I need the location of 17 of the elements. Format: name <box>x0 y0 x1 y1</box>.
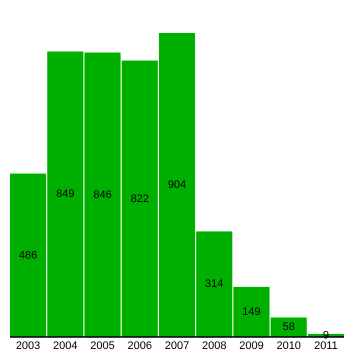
data-label: 822 <box>130 192 149 205</box>
x-tick-label: 2004 <box>53 340 78 350</box>
x-tick-label: 2008 <box>202 340 226 350</box>
data-label: 314 <box>205 278 224 290</box>
data-label: 149 <box>242 306 261 318</box>
x-tick-label: 2011 <box>314 340 338 350</box>
data-label: 58 <box>282 321 295 334</box>
x-tick-label: 2007 <box>164 340 190 350</box>
data-label: 846 <box>93 188 112 201</box>
x-tick-label: 2009 <box>239 340 264 350</box>
x-tick-label: 2010 <box>276 340 301 350</box>
data-label: 486 <box>18 249 38 262</box>
data-label: 849 <box>56 188 74 200</box>
x-tick-label: 2003 <box>16 340 40 350</box>
x-tick-label: 2005 <box>90 340 115 350</box>
x-tick-label: 2006 <box>128 340 152 350</box>
data-label: 904 <box>168 179 186 191</box>
